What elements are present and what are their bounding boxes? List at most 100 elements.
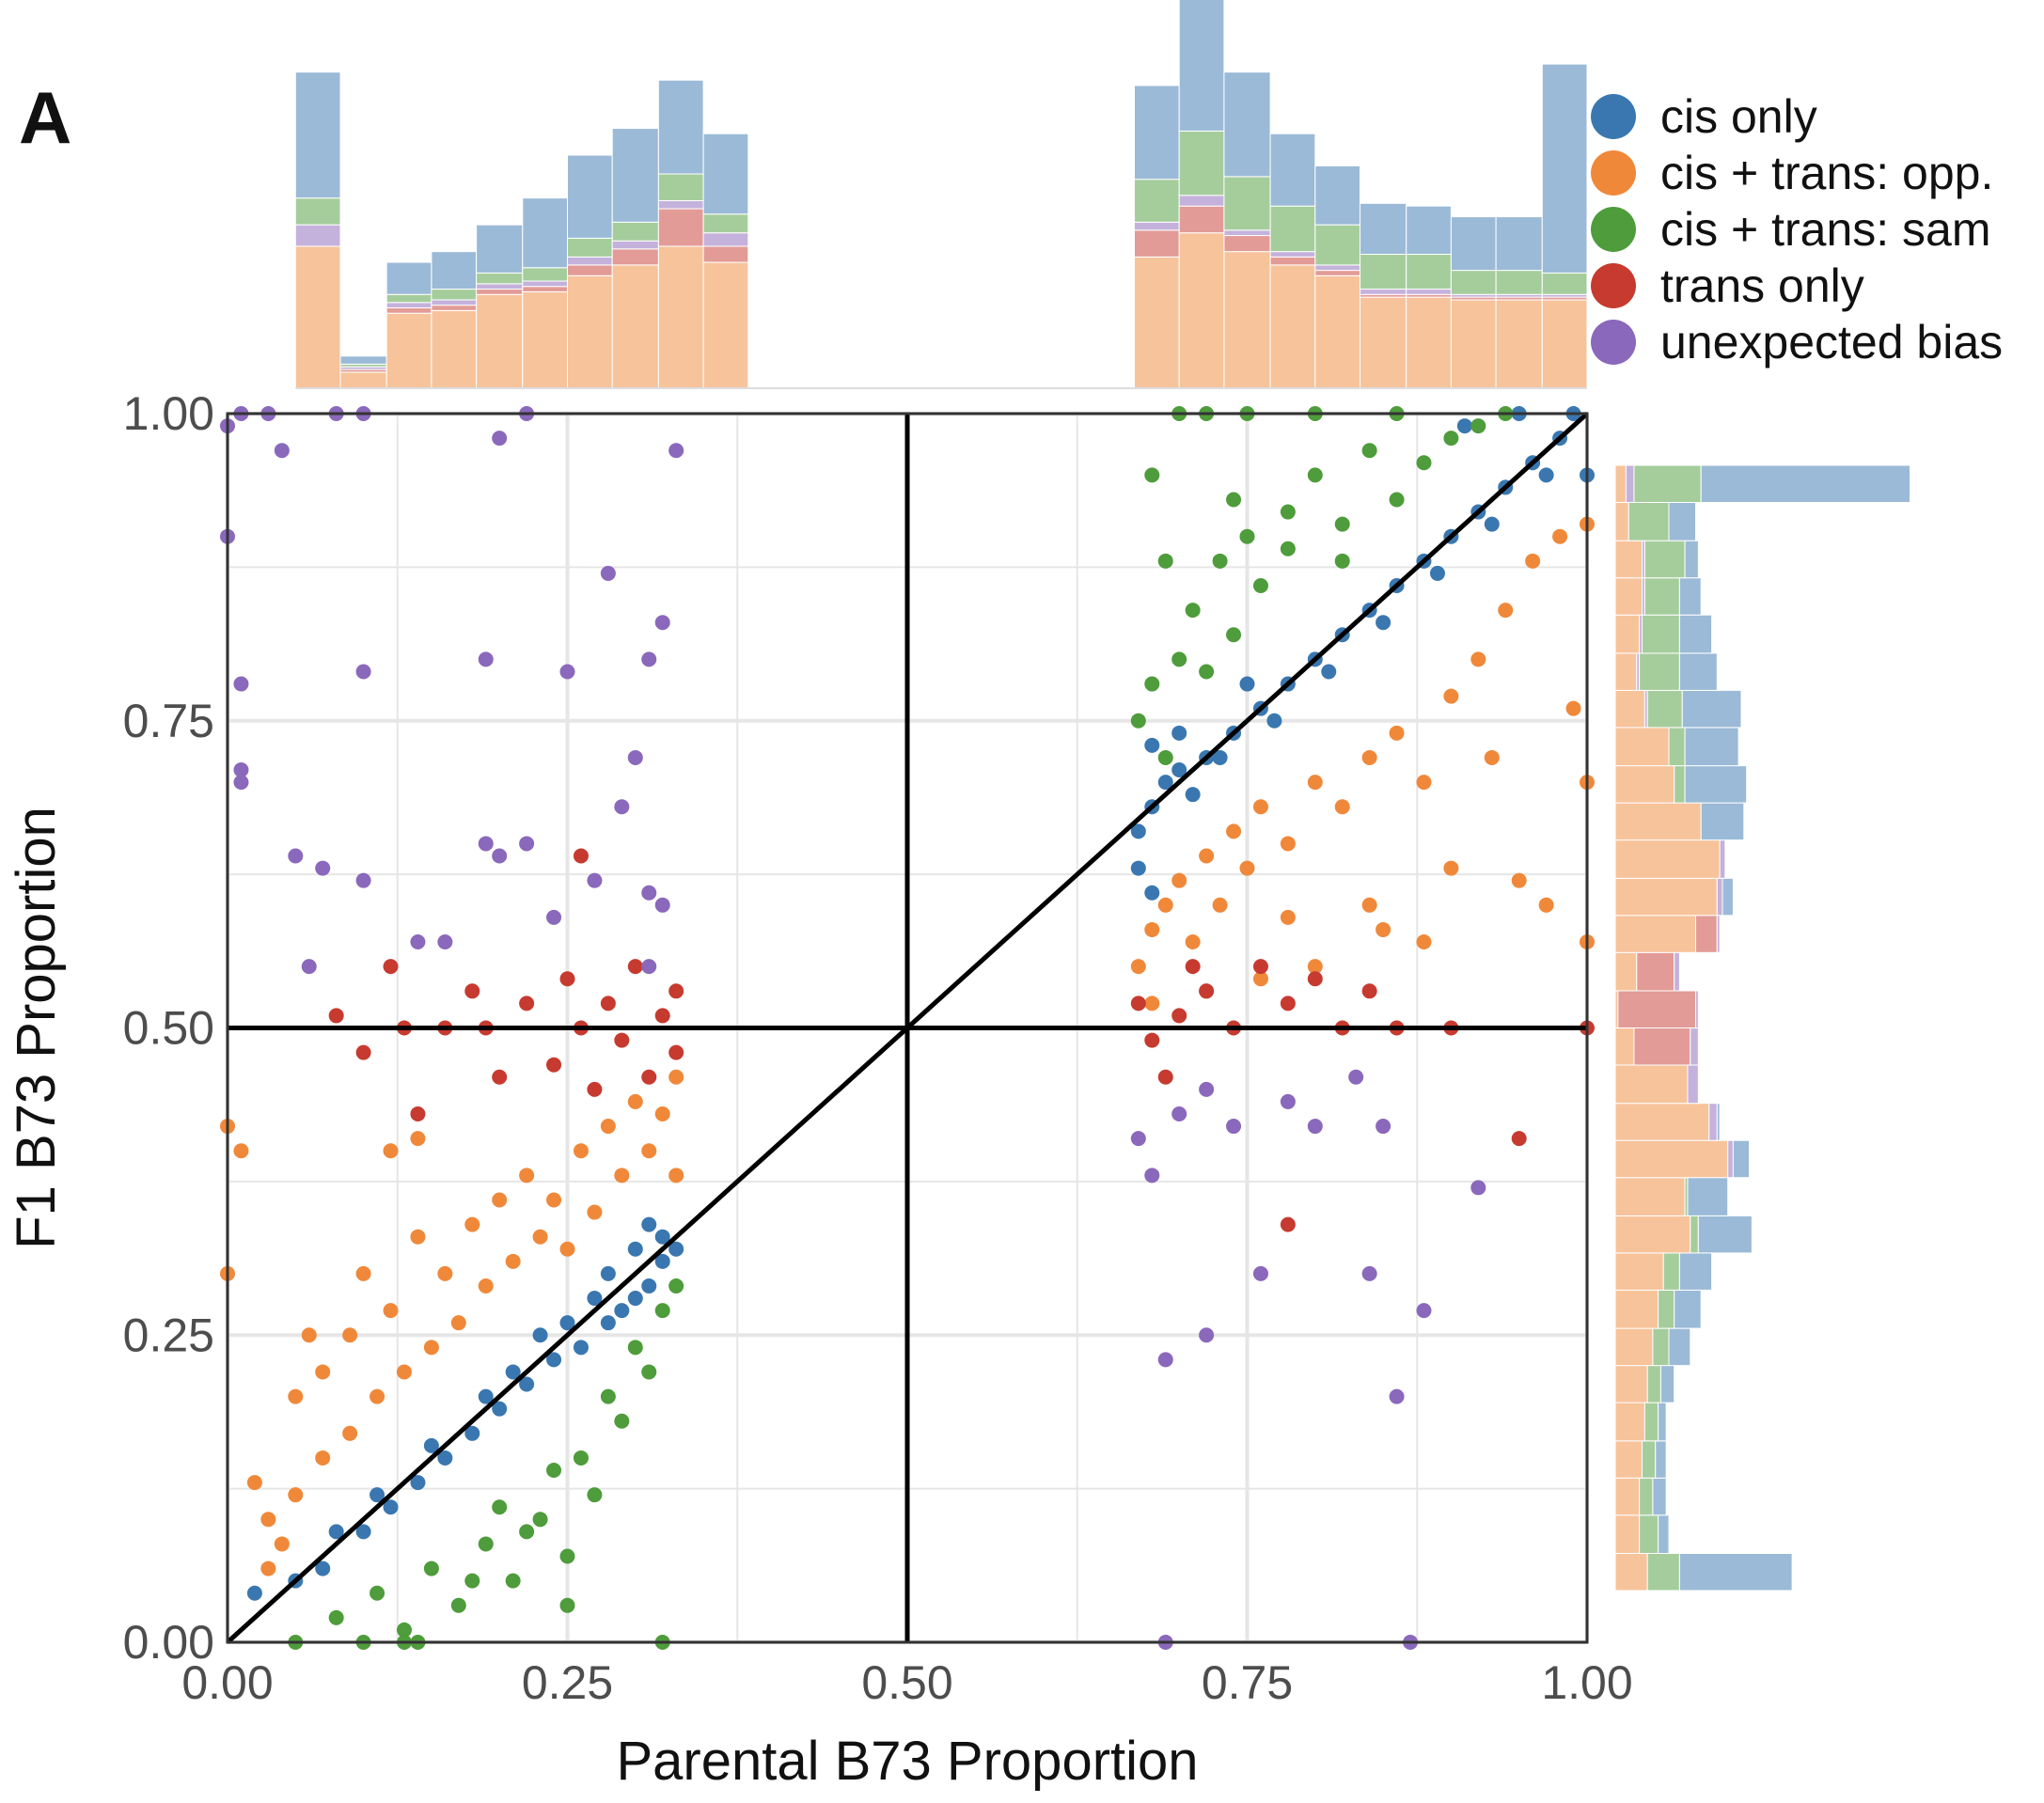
- top-histogram-bar-same: [522, 267, 568, 282]
- top-histogram-bar-same: [657, 173, 704, 201]
- data-point-opposite: [505, 1253, 521, 1269]
- data-point-unexpected: [1144, 1168, 1160, 1184]
- data-point-unexpected: [641, 959, 657, 975]
- data-point-same: [328, 1609, 344, 1625]
- right-histogram-bar-trans_only: [1617, 990, 1696, 1029]
- data-point-cis_only: [315, 1560, 331, 1576]
- right-histogram-bar-cis_only: [1668, 1327, 1691, 1367]
- right-histogram-bar-opposite: [1614, 540, 1643, 579]
- right-histogram-bar-opposite: [1614, 1215, 1691, 1254]
- right-histogram-bar-cis_only: [1684, 727, 1739, 767]
- top-histogram-bar-cis_only: [1314, 165, 1361, 226]
- top-histogram-bar-cis_only: [657, 79, 704, 175]
- data-point-cis_only: [668, 1241, 684, 1257]
- data-point-cis_only: [1144, 885, 1160, 901]
- data-point-unexpected: [654, 615, 670, 631]
- data-point-unexpected: [288, 848, 304, 864]
- y-tick-label: 0.75: [123, 695, 214, 747]
- right-histogram-bar-opposite: [1614, 1139, 1729, 1179]
- data-point-trans_only: [559, 971, 575, 987]
- data-point-cis_only: [1484, 516, 1500, 532]
- data-point-opposite: [1525, 553, 1541, 569]
- top-histogram-bar-same: [567, 237, 613, 258]
- right-histogram-bar-cis_only: [1681, 689, 1742, 729]
- data-point-cis_only: [1130, 860, 1146, 876]
- top-histogram-bar-same: [431, 289, 478, 301]
- y-tick-label: 0.00: [123, 1616, 214, 1669]
- data-point-opposite: [478, 1278, 494, 1293]
- top-histogram-bar-trans_only: [1223, 235, 1271, 253]
- series-trans_only: [328, 848, 1595, 1232]
- data-point-opposite: [1443, 860, 1459, 876]
- right-histogram-bar-cis_only: [1652, 1477, 1667, 1516]
- data-point-unexpected: [1130, 1131, 1146, 1147]
- data-point-same: [1130, 713, 1146, 729]
- data-point-same: [1157, 749, 1173, 765]
- data-point-cis_only: [1429, 565, 1445, 581]
- data-point-trans_only: [546, 1057, 562, 1073]
- legend-label-same: cis + trans: sam: [1660, 203, 1991, 256]
- right-histogram-bar-cis_only: [1659, 1365, 1675, 1403]
- data-point-opposite: [1171, 872, 1187, 888]
- top-histogram-bar-unexpected: [431, 299, 478, 306]
- data-point-cis_only: [1212, 749, 1228, 765]
- data-point-cis_only: [641, 1278, 657, 1293]
- data-point-cis_only: [1171, 725, 1187, 741]
- data-point-same: [1185, 603, 1201, 619]
- top-histogram-bar-trans_only: [476, 289, 524, 295]
- right-histogram-bar-same: [1646, 1552, 1680, 1591]
- top-histogram-bar-same: [1360, 254, 1407, 290]
- data-point-opposite: [315, 1450, 331, 1466]
- right-histogram-bar-opposite: [1614, 1027, 1635, 1066]
- right-histogram-bar-cis_only: [1684, 540, 1699, 579]
- data-point-same: [654, 1303, 670, 1319]
- data-point-unexpected: [478, 836, 494, 852]
- right-histogram-bar-opposite: [1614, 951, 1638, 992]
- data-point-cis_only: [464, 1425, 480, 1441]
- data-point-unexpected: [1199, 1327, 1215, 1343]
- data-point-trans_only: [355, 1044, 371, 1060]
- data-point-same: [1226, 627, 1242, 643]
- data-point-trans_only: [668, 1044, 684, 1060]
- data-point-cis_only: [654, 1229, 670, 1245]
- data-point-opposite: [1443, 688, 1459, 704]
- data-point-cis_only: [1266, 713, 1282, 729]
- right-histogram-bar-trans_only: [1636, 951, 1675, 992]
- right-histogram-bar-cis_only: [1700, 464, 1910, 504]
- right-histogram-bar-same: [1652, 1327, 1670, 1367]
- top-histogram-bar-cis_only: [1541, 63, 1588, 274]
- data-point-opposite: [1157, 897, 1173, 913]
- data-point-unexpected: [1171, 1105, 1187, 1121]
- top-histogram-bar-same: [1223, 176, 1271, 231]
- data-point-unexpected: [627, 749, 643, 765]
- data-point-cis_only: [519, 1376, 535, 1392]
- data-point-opposite: [559, 1241, 575, 1257]
- top-histogram-bar-cis_only: [702, 133, 749, 215]
- data-point-opposite: [246, 1475, 262, 1491]
- right-histogram-bar-cis_only: [1678, 652, 1718, 691]
- x-tick-label: 0.00: [181, 1656, 273, 1709]
- right-histogram-bar-opposite: [1614, 614, 1641, 654]
- right-histogram-bar-cis_only: [1687, 1177, 1729, 1216]
- legend-swatch-cis_only: [1591, 94, 1636, 139]
- top-histogram-bar-unexpected: [1360, 289, 1407, 295]
- top-histogram-bar-opposite: [1223, 251, 1271, 389]
- data-point-unexpected: [410, 934, 426, 950]
- top-histogram-bar-cis_only: [1495, 216, 1543, 272]
- data-point-trans_only: [1185, 959, 1201, 975]
- right-histogram-bar-same: [1642, 1440, 1657, 1479]
- data-point-unexpected: [1226, 1119, 1242, 1135]
- data-point-trans_only: [600, 996, 616, 1011]
- y-tick-label: 1.00: [123, 387, 214, 440]
- data-point-opposite: [1511, 872, 1527, 888]
- data-point-cis_only: [383, 1499, 399, 1515]
- reference-line-diagonal: [226, 412, 1589, 1644]
- data-point-opposite: [301, 1327, 317, 1343]
- top-histogram-bar-unexpected: [1314, 264, 1361, 272]
- right-histogram-bar-opposite: [1614, 1440, 1643, 1479]
- right-histogram-bar-cis_only: [1655, 1440, 1667, 1479]
- data-point-opposite: [369, 1388, 385, 1404]
- top-histogram-bar-cis_only: [476, 224, 524, 274]
- top-histogram-bar-trans_only: [1133, 229, 1180, 258]
- data-point-same: [627, 1340, 643, 1356]
